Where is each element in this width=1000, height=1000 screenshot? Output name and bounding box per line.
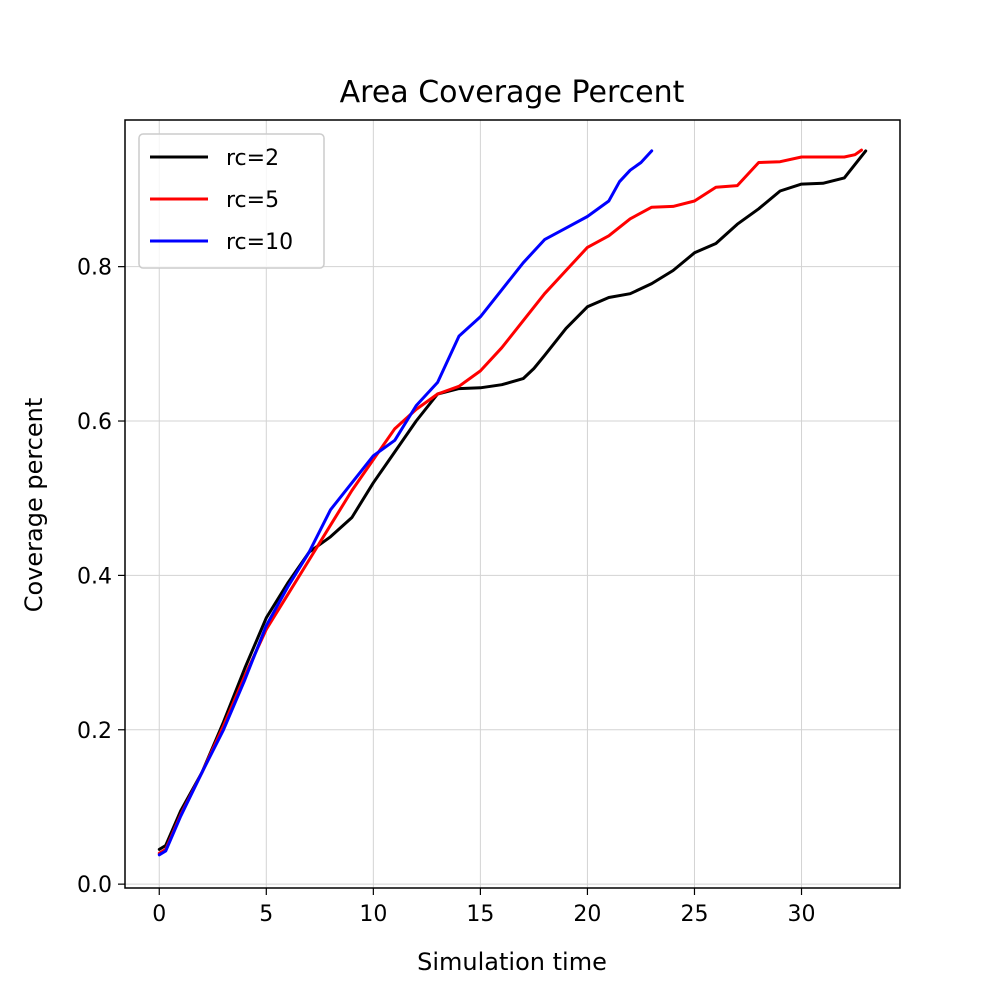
x-tick-label: 30 (788, 902, 816, 927)
legend-label: rc=2 (226, 146, 279, 171)
y-tick-label: 0.0 (77, 873, 112, 898)
legend-label: rc=10 (226, 230, 293, 255)
plot-frame (124, 119, 901, 889)
y-axis-label: Coverage percent (20, 398, 48, 613)
series-group (157, 148, 868, 857)
y-tick-label: 0.4 (77, 564, 112, 589)
y-tick-label: 0.8 (77, 256, 112, 281)
x-tick-label: 5 (259, 902, 273, 927)
grid (125, 120, 900, 888)
series-line-rc-2 (157, 149, 868, 851)
x-tick-label: 10 (359, 902, 387, 927)
y-tick-label: 0.6 (77, 410, 112, 435)
y-tick-label: 0.2 (77, 719, 112, 744)
y-axis-ticks: 0.0 0.2 0.4 0.6 0.8 (77, 256, 125, 898)
legend: rc=2 rc=5 rc=10 (138, 133, 325, 269)
x-tick-label: 15 (466, 902, 494, 927)
x-tick-label: 20 (573, 902, 601, 927)
x-axis-label: Simulation time (417, 948, 607, 976)
chart-title: Area Coverage Percent (340, 75, 685, 110)
series-line-rc-10 (157, 149, 654, 857)
legend-label: rc=5 (226, 188, 279, 213)
x-axis-ticks: 0 5 10 15 20 25 30 (152, 888, 816, 927)
legend-box (138, 133, 325, 269)
x-tick-label: 25 (680, 902, 708, 927)
x-tick-label: 0 (152, 902, 166, 927)
